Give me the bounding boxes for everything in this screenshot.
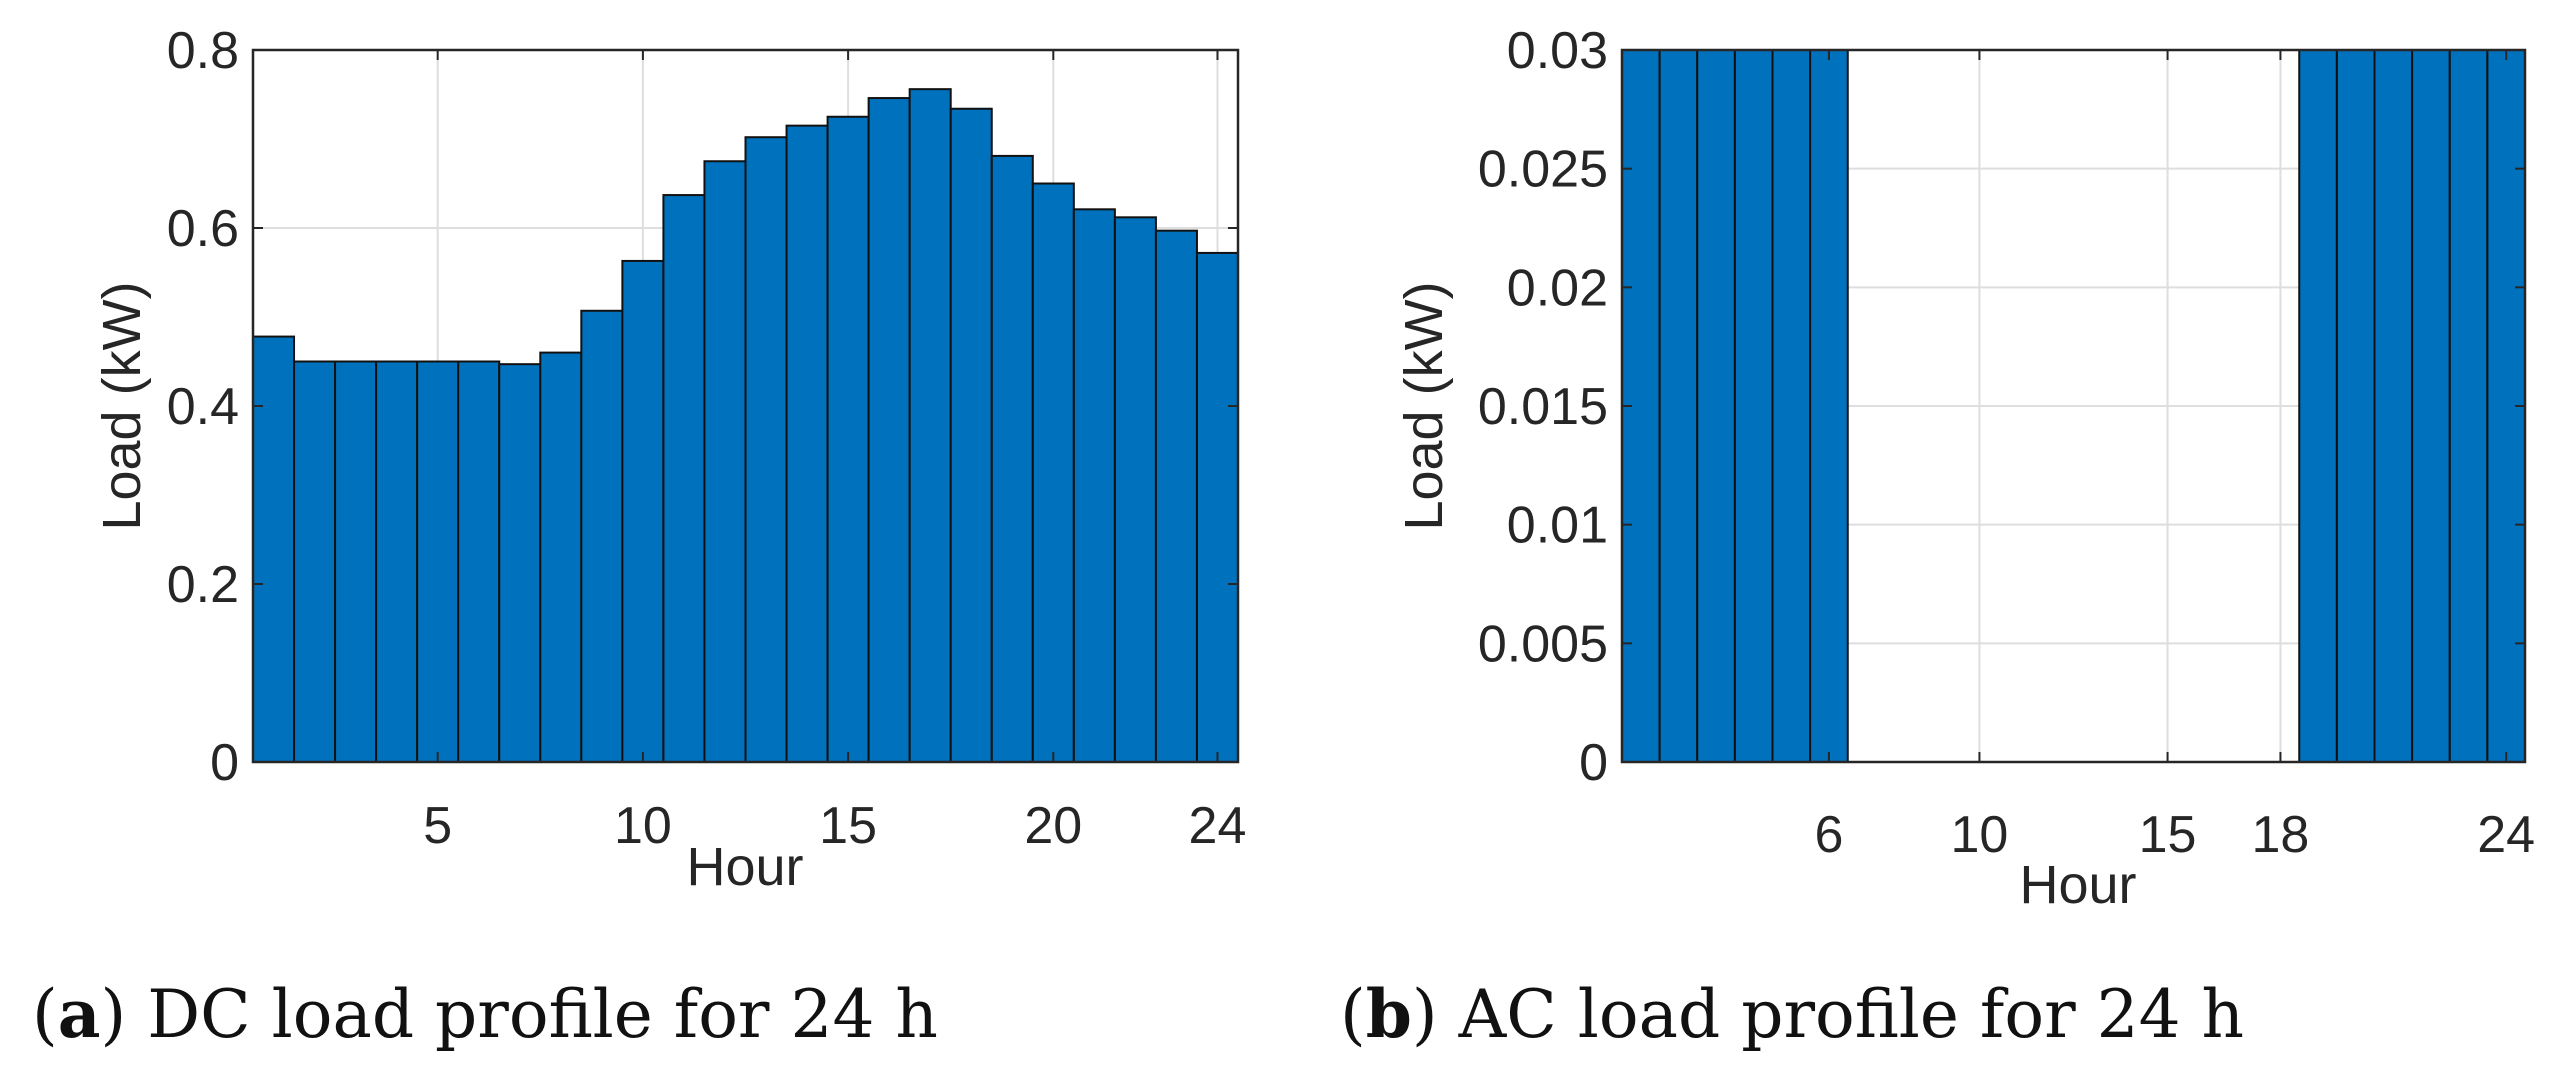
x-tick-label: 5	[423, 797, 452, 855]
bar	[252, 335, 296, 763]
y-axis-label: Load (kW)	[92, 281, 152, 530]
y-tick-label: 0.2	[167, 556, 239, 614]
bar	[1696, 49, 1736, 763]
bar	[785, 124, 829, 763]
bar	[703, 160, 747, 763]
bar	[826, 115, 870, 763]
bar	[867, 97, 911, 763]
y-tick-label: 0.6	[167, 200, 239, 258]
y-tick-label: 0	[1579, 734, 1608, 792]
x-tick-label: 6	[1814, 806, 1843, 864]
bar	[908, 88, 952, 764]
bar	[1031, 182, 1075, 763]
bar	[949, 107, 993, 764]
x-tick-label: 18	[2252, 806, 2310, 864]
bar	[1154, 229, 1198, 764]
caption-a-text: ) DC load profile for 24 h	[100, 976, 938, 1053]
bar	[621, 259, 665, 763]
y-axis-label: Load (kW)	[1394, 281, 1454, 530]
bar	[2448, 49, 2489, 763]
bar	[1771, 49, 1812, 763]
y-tick-label: 0.03	[1507, 22, 1608, 80]
y-tick-label: 0.005	[1478, 615, 1608, 673]
y-tick-label: 0.8	[167, 22, 239, 80]
caption-b: (b) AC load profile for 24 h	[1340, 975, 2245, 1053]
y-tick-label: 0	[210, 734, 239, 792]
x-tick-label: 15	[819, 797, 877, 855]
bar	[1809, 49, 1849, 763]
y-tick-label: 0.4	[167, 378, 239, 436]
bar	[416, 360, 460, 763]
bar	[580, 309, 624, 763]
bar	[990, 154, 1034, 764]
bar	[1733, 49, 1774, 763]
x-tick-label: 20	[1024, 797, 1082, 855]
caption-a-letter: a	[57, 975, 101, 1053]
caption-b-letter: b	[1365, 975, 1412, 1053]
bar	[1195, 251, 1240, 763]
y-tick-label: 0.02	[1507, 259, 1608, 317]
bar	[293, 360, 337, 763]
bar	[457, 360, 501, 763]
bar	[1072, 208, 1116, 763]
bar	[2298, 49, 2338, 763]
caption-a: (a) DC load profile for 24 h	[32, 975, 938, 1053]
bar	[2373, 49, 2414, 763]
x-tick-label: 10	[1951, 806, 2009, 864]
bar	[744, 136, 788, 764]
ac-load-chart: 6 10 15 18 24 0 0.005 0.01 0.015 0.02 0.025 0.03 Hou…	[1394, 22, 2535, 915]
bar	[375, 360, 419, 763]
y-tick-label: 0.015	[1478, 378, 1608, 436]
x-tick-label: 24	[2477, 806, 2535, 864]
bar	[498, 363, 542, 763]
caption-b-text: ) AC load profile for 24 h	[1411, 976, 2245, 1053]
dc-load-chart: 5 10 15 20 24 0 0.2 0.4 0.6 0.8 Hour Load (kW)	[92, 22, 1247, 897]
x-tick-label: 15	[2139, 806, 2197, 864]
bar	[2411, 49, 2451, 763]
bar	[662, 194, 706, 763]
x-axis-label: Hour	[686, 837, 803, 897]
y-tick-label: 0.025	[1478, 141, 1608, 199]
x-tick-label: 24	[1189, 797, 1247, 855]
y-tick-label: 0.01	[1507, 497, 1608, 555]
bar	[1113, 216, 1157, 763]
bar	[334, 360, 378, 763]
x-axis-label: Hour	[2019, 855, 2136, 915]
x-tick-label: 10	[614, 797, 672, 855]
bar	[2335, 49, 2376, 763]
bar	[539, 351, 583, 763]
bar	[1658, 49, 1699, 763]
